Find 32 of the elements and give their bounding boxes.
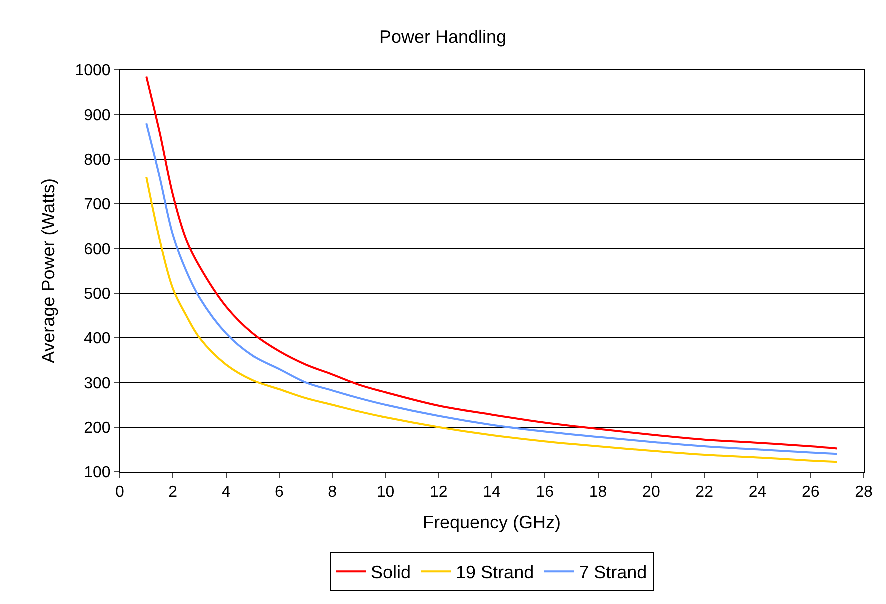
x-tick-label: 4	[222, 484, 231, 502]
y-tick-label: 1000	[75, 62, 111, 80]
x-tick-label: 6	[274, 484, 284, 502]
x-tick-label: 28	[855, 484, 873, 502]
legend-label: 19 Strand	[456, 562, 534, 583]
x-tick-label: 14	[483, 484, 501, 502]
x-tick-label: 2	[168, 484, 178, 502]
x-tick-label: 0	[116, 484, 125, 502]
y-tick-label: 500	[84, 286, 111, 303]
x-tick-label: 20	[642, 484, 660, 502]
y-tick-label: 800	[84, 152, 111, 169]
x-tick-label: 18	[589, 484, 608, 502]
x-tick-label: 10	[376, 484, 395, 502]
y-tick-label: 400	[84, 330, 111, 348]
x-tick-label: 12	[430, 484, 448, 502]
y-tick-label: 700	[84, 196, 111, 214]
y-tick-label: 600	[84, 241, 111, 258]
x-tick-label: 8	[328, 484, 338, 502]
y-tick-label: 100	[84, 464, 111, 482]
line-series	[146, 176, 838, 464]
chart-title: Power Handling	[379, 26, 507, 47]
y-tick-label: 900	[84, 107, 111, 124]
x-tick-label: 16	[536, 484, 554, 502]
y-tick-label: 300	[84, 375, 111, 392]
legend-label: 7 Strand	[579, 562, 648, 583]
x-axis-title: Frequency (GHz)	[422, 512, 562, 532]
x-tick-label: 26	[802, 484, 820, 502]
y-tick-label: 200	[84, 420, 111, 437]
legend-label: Solid	[371, 562, 412, 583]
x-tick-label: 24	[748, 484, 767, 502]
x-tick-label: 22	[696, 484, 714, 502]
y-axis-title: Average Power (Watts)	[38, 178, 58, 364]
